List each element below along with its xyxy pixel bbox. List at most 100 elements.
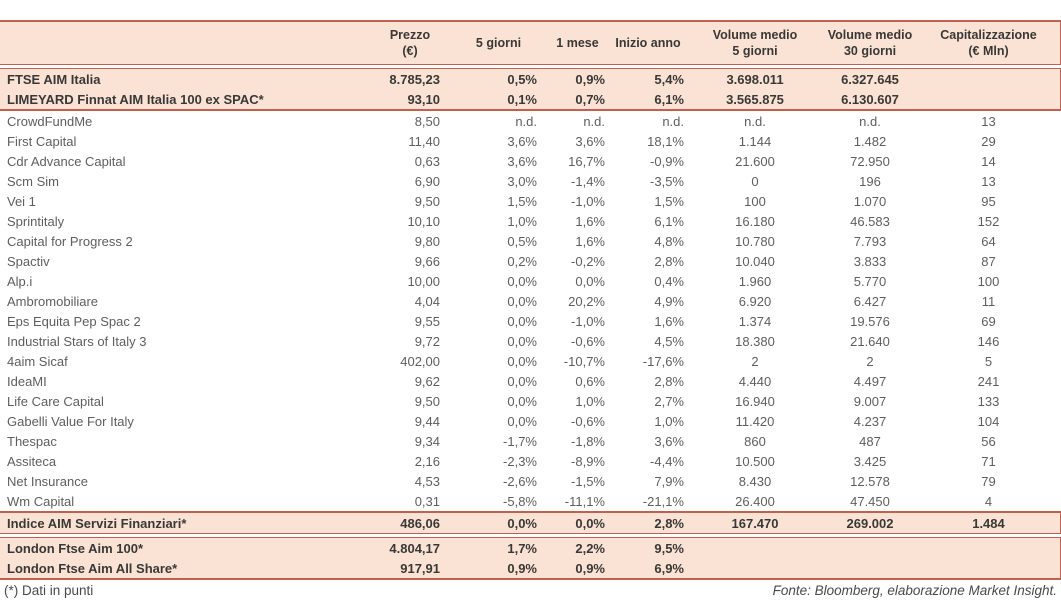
cell-cap: 13 xyxy=(981,173,996,189)
cell-vol5: 3.698.011 xyxy=(726,71,784,87)
cell-vol30: 46.583 xyxy=(850,213,890,229)
cell-name: London Ftse Aim All Share* xyxy=(7,560,178,576)
cell-ytd: -4,4% xyxy=(650,453,684,469)
cell-vol30: 4.497 xyxy=(853,373,887,389)
cell-prezzo: 9,72 xyxy=(414,333,440,349)
table-bottom-border xyxy=(0,578,1061,580)
cell-vol5: 167.470 xyxy=(731,515,779,531)
cell-d5: 0,5% xyxy=(507,233,537,249)
cell-ytd: 4,9% xyxy=(654,293,684,309)
cell-m1: -1,0% xyxy=(571,193,605,209)
table-row: Wm Capital 0,31 -5,8% -11,1% -21,1% 26.400 47.… xyxy=(0,491,1061,511)
cell-m1: 0,6% xyxy=(575,373,605,389)
cell-prezzo: 8.785,23 xyxy=(389,71,440,87)
cell-m1: -10,7% xyxy=(563,353,605,369)
cell-vol30: 19.576 xyxy=(850,313,890,329)
cell-vol30: 72.950 xyxy=(850,153,890,169)
table-row: Eps Equita Pep Spac 2 9,55 0,0% -1,0% 1,6% 1.… xyxy=(0,311,1061,331)
table-row: Capital for Progress 2 9,80 0,5% 1,6% 4,8% 10… xyxy=(0,231,1061,251)
cell-cap: 64 xyxy=(981,233,996,249)
cell-m1: -1,5% xyxy=(571,473,605,489)
cell-name: First Capital xyxy=(7,133,77,149)
cell-ytd: 18,1% xyxy=(647,133,684,149)
cell-ytd: 6,1% xyxy=(654,213,684,229)
cell-cap: 87 xyxy=(981,253,996,269)
cell-name: Capital for Progress 2 xyxy=(7,233,133,249)
cell-prezzo: 9,34 xyxy=(414,433,440,449)
table-row: Sprintitaly 10,10 1,0% 1,6% 6,1% 16.180 46.583… xyxy=(0,211,1061,231)
sector-separator xyxy=(0,533,1061,538)
cell-name: Wm Capital xyxy=(7,493,75,509)
table-row: Vei 1 9,50 1,5% -1,0% 1,5% 100 1.070 95 xyxy=(0,191,1061,211)
cell-vol30: 12.578 xyxy=(850,473,890,489)
cell-prezzo: 917,91 xyxy=(400,560,440,576)
cell-d5: 0,0% xyxy=(507,333,537,349)
cell-vol5: 1.374 xyxy=(738,313,772,329)
cell-m1: 1,0% xyxy=(575,393,605,409)
cell-prezzo: 8,50 xyxy=(414,113,440,129)
cell-m1: -1,8% xyxy=(571,433,605,449)
table-row: London Ftse Aim All Share* 917,91 0,9% 0,9%… xyxy=(0,558,1060,578)
cell-ytd: -17,6% xyxy=(642,353,684,369)
cell-vol30: 1.482 xyxy=(853,133,887,149)
cell-cap: 152 xyxy=(977,213,1000,229)
cell-vol5: 26.400 xyxy=(735,493,775,509)
table-row: Indice AIM Servizi Finanziari* 486,06 0,0%… xyxy=(0,513,1060,533)
cell-vol5: 0 xyxy=(751,173,759,189)
cell-cap: 11 xyxy=(981,293,996,309)
cell-ytd: 4,5% xyxy=(654,333,684,349)
cell-vol5: 18.380 xyxy=(735,333,775,349)
cell-d5: 0,9% xyxy=(507,560,537,576)
table-footer: (*) Dati in punti Fonte: Bloomberg, elab… xyxy=(0,580,1061,601)
cell-m1: -8,9% xyxy=(571,453,605,469)
cell-m1: 16,7% xyxy=(568,153,605,169)
cell-vol30: 9.007 xyxy=(853,393,887,409)
table-row: Gabelli Value For Italy 9,44 0,0% -0,6% 1,0%… xyxy=(0,411,1061,431)
cell-prezzo: 9,80 xyxy=(414,233,440,249)
cell-prezzo: 9,50 xyxy=(414,393,440,409)
cell-cap: 95 xyxy=(981,193,996,209)
cell-cap: 29 xyxy=(981,133,996,149)
cell-vol30: 6.327.645 xyxy=(841,71,899,87)
cell-d5: 1,7% xyxy=(507,540,537,556)
cell-m1: 1,6% xyxy=(575,233,605,249)
cell-name: Life Care Capital xyxy=(7,393,104,409)
cell-name: Eps Equita Pep Spac 2 xyxy=(7,313,141,329)
cell-name: Indice AIM Servizi Finanziari* xyxy=(7,515,187,531)
cell-d5: 0,0% xyxy=(507,273,537,289)
cell-prezzo: 4,04 xyxy=(414,293,440,309)
cell-name: Gabelli Value For Italy xyxy=(7,413,134,429)
cell-prezzo: 10,00 xyxy=(407,273,440,289)
cell-ytd: 6,1% xyxy=(654,91,684,107)
cell-name: Thespac xyxy=(7,433,57,449)
cell-name: London Ftse Aim 100* xyxy=(7,540,144,556)
cell-vol5: n.d. xyxy=(744,113,766,129)
cell-ytd: 9,5% xyxy=(654,540,684,556)
header-volume-medio-30: Volume medio 30 giorni xyxy=(827,27,913,58)
cell-vol5: 6.920 xyxy=(738,293,772,309)
cell-d5: 0,0% xyxy=(507,373,537,389)
cell-cap: 56 xyxy=(981,433,996,449)
cell-ytd: 2,8% xyxy=(654,253,684,269)
cell-m1: 20,2% xyxy=(568,293,605,309)
table-row: Ambromobiliare 4,04 0,0% 20,2% 4,9% 6.920 6.42… xyxy=(0,291,1061,311)
cell-d5: 0,0% xyxy=(507,413,537,429)
cell-prezzo: 9,66 xyxy=(414,253,440,269)
cell-m1: 0,7% xyxy=(575,91,605,107)
cell-name: FTSE AIM Italia xyxy=(7,71,101,87)
cell-m1: 0,0% xyxy=(575,515,605,531)
table-row: Spactiv 9,66 0,2% -0,2% 2,8% 10.040 3.833 87 xyxy=(0,251,1061,271)
cell-ytd: 1,0% xyxy=(654,413,684,429)
cell-name: IdeaMI xyxy=(7,373,47,389)
cell-d5: 0,5% xyxy=(507,71,537,87)
cell-ytd: 2,8% xyxy=(654,515,684,531)
table-row: Industrial Stars of Italy 3 9,72 0,0% -0,6%… xyxy=(0,331,1061,351)
cell-ytd: 2,8% xyxy=(654,373,684,389)
cell-vol5: 3.565.875 xyxy=(726,91,784,107)
cell-prezzo: 9,50 xyxy=(414,193,440,209)
table-row: CrowdFundMe 8,50 n.d. n.d. n.d. n.d. n.d. 13 xyxy=(0,111,1061,131)
cell-prezzo: 0,31 xyxy=(414,493,440,509)
company-rows-section: CrowdFundMe 8,50 n.d. n.d. n.d. n.d. n.d. 13 Fir… xyxy=(0,111,1061,511)
cell-vol30: 1.070 xyxy=(853,193,887,209)
